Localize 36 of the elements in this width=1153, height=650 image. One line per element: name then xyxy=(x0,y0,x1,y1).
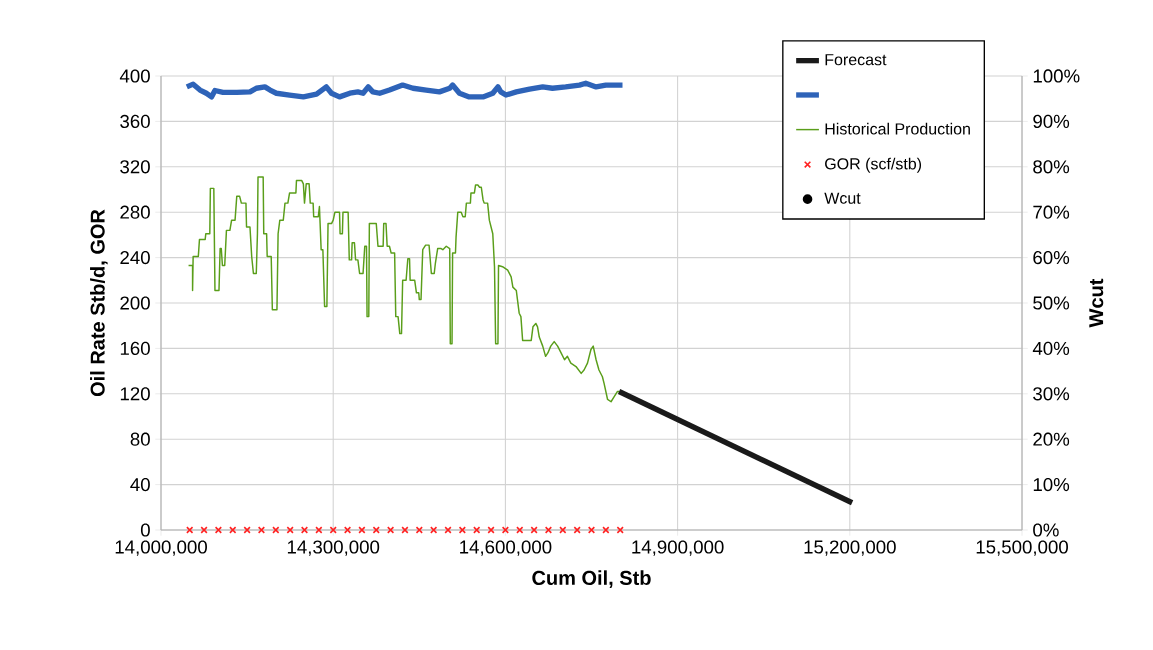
legend-label: Forecast xyxy=(825,54,887,66)
legend-label: Historical Production xyxy=(825,122,970,135)
y2-tick-label: 80% xyxy=(1033,160,1070,174)
x-tick-label: 14,300,000 xyxy=(287,540,380,556)
y2-tick-label: 10% xyxy=(1033,477,1070,492)
y-tick-label: 40 xyxy=(130,477,150,492)
x-axis-title: Cum Oil, Stb xyxy=(532,570,651,588)
y2-tick-label: 70% xyxy=(1033,205,1070,219)
y2-tick-label: 20% xyxy=(1033,432,1070,446)
y-tick-label: 400 xyxy=(119,69,150,83)
legend-label: Wcut xyxy=(824,192,861,204)
y-tick-label: 0 xyxy=(140,523,150,537)
y2-tick-label: 30% xyxy=(1033,387,1070,401)
y-tick-label: 160 xyxy=(120,341,150,356)
x-tick-label: 15,200,000 xyxy=(804,540,896,556)
x-tick-label: 15,500,000 xyxy=(976,540,1068,556)
y-tick-label: 120 xyxy=(120,387,150,401)
x-tick-label: 14,000,000 xyxy=(115,540,207,556)
y-tick-label: 280 xyxy=(120,205,150,219)
y-tick-label: 320 xyxy=(120,160,150,174)
x-tick-label: 14,900,000 xyxy=(632,540,724,556)
y-tick-label: 240 xyxy=(120,250,150,265)
y2-axis-title: Wcut xyxy=(1089,278,1104,328)
y2-tick-label: 50% xyxy=(1033,296,1070,310)
line-series xyxy=(187,176,620,403)
y2-tick-label: 100% xyxy=(1033,69,1080,83)
legend-label: GOR (scf/stb) xyxy=(825,157,922,173)
y2-tick-label: 90% xyxy=(1033,114,1070,129)
x-tick-label: 14,600,000 xyxy=(460,540,552,556)
y-tick-label: 200 xyxy=(120,296,150,310)
y2-tick-label: 0% xyxy=(1033,523,1059,537)
y2-tick-label: 40% xyxy=(1032,341,1070,356)
y-tick-label: 360 xyxy=(120,114,150,129)
y-tick-label: 80 xyxy=(130,432,150,446)
y-axis-title: Oil Rate Stb/d, GOR xyxy=(90,209,108,397)
y2-tick-label: 60% xyxy=(1033,250,1070,265)
